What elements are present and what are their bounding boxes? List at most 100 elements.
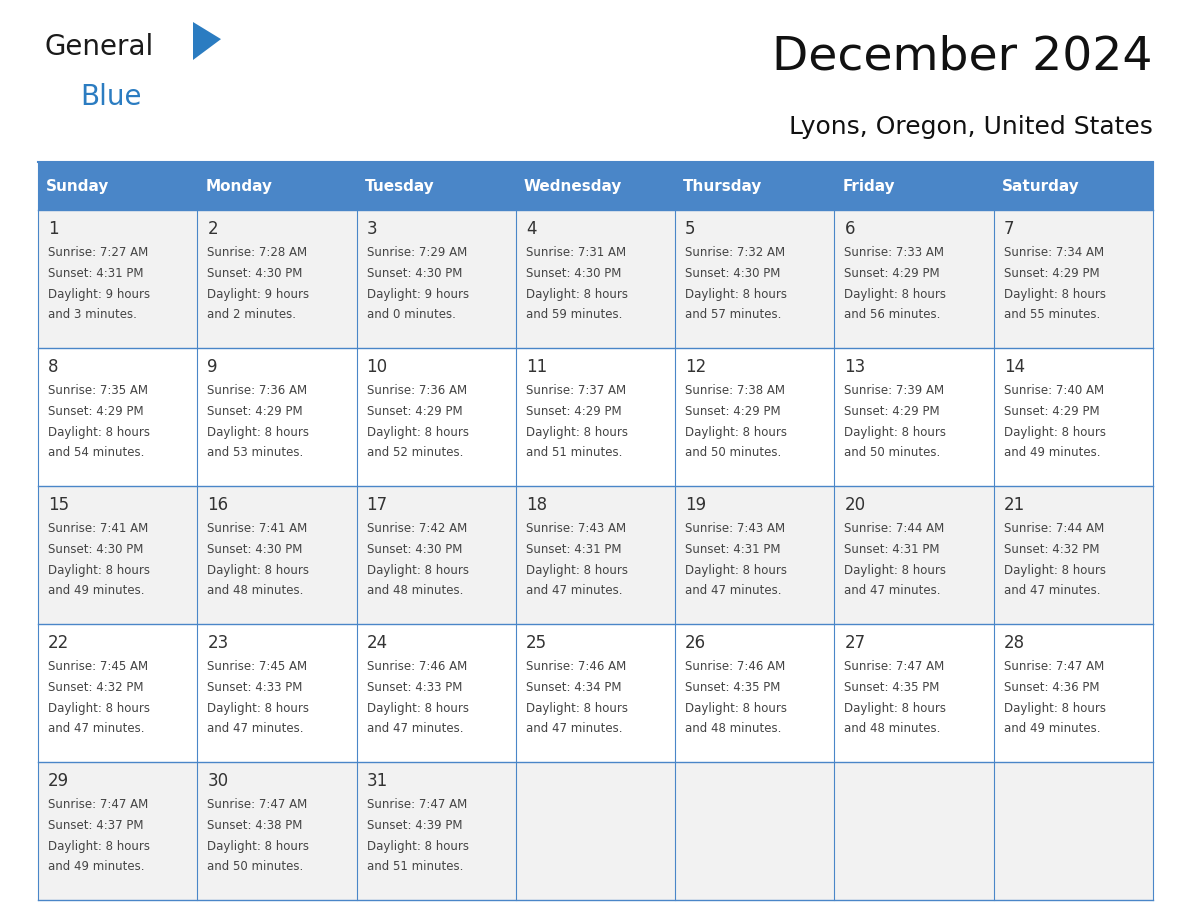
Text: and 47 minutes.: and 47 minutes. <box>367 722 463 735</box>
Text: Sunset: 4:30 PM: Sunset: 4:30 PM <box>48 543 144 556</box>
Text: Sunrise: 7:37 AM: Sunrise: 7:37 AM <box>526 384 626 397</box>
Text: Sunset: 4:32 PM: Sunset: 4:32 PM <box>1004 543 1099 556</box>
Text: 4: 4 <box>526 220 536 238</box>
Text: Sunrise: 7:47 AM: Sunrise: 7:47 AM <box>48 798 148 811</box>
Text: Daylight: 8 hours: Daylight: 8 hours <box>367 564 468 577</box>
Text: Daylight: 8 hours: Daylight: 8 hours <box>207 426 309 439</box>
Text: and 54 minutes.: and 54 minutes. <box>48 446 145 459</box>
Text: 11: 11 <box>526 358 548 376</box>
Text: Sunset: 4:30 PM: Sunset: 4:30 PM <box>367 267 462 280</box>
Text: Saturday: Saturday <box>1001 178 1080 194</box>
Text: 2: 2 <box>207 220 217 238</box>
Bar <box>38 348 1154 486</box>
Text: and 47 minutes.: and 47 minutes. <box>685 584 782 597</box>
Text: Sunset: 4:33 PM: Sunset: 4:33 PM <box>367 681 462 694</box>
Text: Thursday: Thursday <box>683 178 763 194</box>
Text: Sunset: 4:36 PM: Sunset: 4:36 PM <box>1004 681 1099 694</box>
Text: Sunrise: 7:31 AM: Sunrise: 7:31 AM <box>526 246 626 259</box>
Bar <box>993 162 1154 210</box>
Text: and 49 minutes.: and 49 minutes. <box>1004 722 1100 735</box>
Text: Sunrise: 7:47 AM: Sunrise: 7:47 AM <box>367 798 467 811</box>
Text: Sunset: 4:29 PM: Sunset: 4:29 PM <box>367 405 462 418</box>
Text: Sunrise: 7:45 AM: Sunrise: 7:45 AM <box>48 660 148 673</box>
Text: 1: 1 <box>48 220 58 238</box>
Text: Sunrise: 7:33 AM: Sunrise: 7:33 AM <box>845 246 944 259</box>
Text: Sunset: 4:29 PM: Sunset: 4:29 PM <box>1004 405 1099 418</box>
Text: and 55 minutes.: and 55 minutes. <box>1004 308 1100 321</box>
Bar <box>38 762 1154 900</box>
Text: 19: 19 <box>685 496 707 514</box>
Text: Sunset: 4:38 PM: Sunset: 4:38 PM <box>207 819 303 832</box>
Text: 10: 10 <box>367 358 387 376</box>
Text: Sunset: 4:30 PM: Sunset: 4:30 PM <box>685 267 781 280</box>
Text: Sunset: 4:34 PM: Sunset: 4:34 PM <box>526 681 621 694</box>
Text: Daylight: 9 hours: Daylight: 9 hours <box>367 288 469 301</box>
Text: Daylight: 8 hours: Daylight: 8 hours <box>526 288 627 301</box>
Text: and 47 minutes.: and 47 minutes. <box>526 584 623 597</box>
Text: Sunday: Sunday <box>46 178 109 194</box>
Text: and 50 minutes.: and 50 minutes. <box>685 446 782 459</box>
Text: 27: 27 <box>845 634 866 652</box>
Text: Lyons, Oregon, United States: Lyons, Oregon, United States <box>789 115 1154 139</box>
Text: Sunrise: 7:32 AM: Sunrise: 7:32 AM <box>685 246 785 259</box>
Text: Sunrise: 7:38 AM: Sunrise: 7:38 AM <box>685 384 785 397</box>
Text: Sunrise: 7:36 AM: Sunrise: 7:36 AM <box>367 384 467 397</box>
Text: Sunset: 4:39 PM: Sunset: 4:39 PM <box>367 819 462 832</box>
Text: Daylight: 8 hours: Daylight: 8 hours <box>685 564 788 577</box>
Text: and 50 minutes.: and 50 minutes. <box>207 860 304 873</box>
Text: Sunrise: 7:47 AM: Sunrise: 7:47 AM <box>207 798 308 811</box>
Text: Sunset: 4:31 PM: Sunset: 4:31 PM <box>48 267 144 280</box>
Text: 20: 20 <box>845 496 866 514</box>
Bar <box>38 486 1154 624</box>
Text: Daylight: 8 hours: Daylight: 8 hours <box>845 426 947 439</box>
Text: and 52 minutes.: and 52 minutes. <box>367 446 463 459</box>
Bar <box>834 162 993 210</box>
Text: Daylight: 8 hours: Daylight: 8 hours <box>526 564 627 577</box>
Text: and 47 minutes.: and 47 minutes. <box>526 722 623 735</box>
Text: Sunset: 4:29 PM: Sunset: 4:29 PM <box>1004 267 1099 280</box>
Text: 28: 28 <box>1004 634 1025 652</box>
Bar <box>356 162 516 210</box>
Text: Sunset: 4:31 PM: Sunset: 4:31 PM <box>685 543 781 556</box>
Text: Daylight: 8 hours: Daylight: 8 hours <box>526 426 627 439</box>
Text: Sunrise: 7:41 AM: Sunrise: 7:41 AM <box>207 522 308 535</box>
Text: and 56 minutes.: and 56 minutes. <box>845 308 941 321</box>
Text: 31: 31 <box>367 772 387 790</box>
Text: Tuesday: Tuesday <box>365 178 435 194</box>
Text: Sunrise: 7:36 AM: Sunrise: 7:36 AM <box>207 384 308 397</box>
Text: 25: 25 <box>526 634 546 652</box>
Text: Daylight: 9 hours: Daylight: 9 hours <box>48 288 150 301</box>
Text: Sunrise: 7:43 AM: Sunrise: 7:43 AM <box>526 522 626 535</box>
Text: and 48 minutes.: and 48 minutes. <box>207 584 304 597</box>
Text: Sunrise: 7:47 AM: Sunrise: 7:47 AM <box>845 660 944 673</box>
Text: Daylight: 8 hours: Daylight: 8 hours <box>207 840 309 853</box>
Text: Friday: Friday <box>842 178 895 194</box>
Text: Daylight: 9 hours: Daylight: 9 hours <box>207 288 309 301</box>
Bar <box>516 162 675 210</box>
Text: 12: 12 <box>685 358 707 376</box>
Text: Sunset: 4:32 PM: Sunset: 4:32 PM <box>48 681 144 694</box>
Text: Sunset: 4:30 PM: Sunset: 4:30 PM <box>367 543 462 556</box>
Text: December 2024: December 2024 <box>772 35 1154 80</box>
Text: 23: 23 <box>207 634 228 652</box>
Bar <box>675 162 834 210</box>
Text: Wednesday: Wednesday <box>524 178 623 194</box>
Text: and 3 minutes.: and 3 minutes. <box>48 308 137 321</box>
Text: Monday: Monday <box>206 178 272 194</box>
Text: Sunrise: 7:44 AM: Sunrise: 7:44 AM <box>1004 522 1104 535</box>
Text: Sunset: 4:29 PM: Sunset: 4:29 PM <box>207 405 303 418</box>
Text: Sunrise: 7:46 AM: Sunrise: 7:46 AM <box>367 660 467 673</box>
Text: and 49 minutes.: and 49 minutes. <box>48 584 145 597</box>
Text: Sunset: 4:35 PM: Sunset: 4:35 PM <box>685 681 781 694</box>
Text: Sunset: 4:30 PM: Sunset: 4:30 PM <box>207 543 303 556</box>
Text: and 48 minutes.: and 48 minutes. <box>685 722 782 735</box>
Text: Sunrise: 7:28 AM: Sunrise: 7:28 AM <box>207 246 308 259</box>
Text: Sunset: 4:31 PM: Sunset: 4:31 PM <box>526 543 621 556</box>
Text: Sunrise: 7:43 AM: Sunrise: 7:43 AM <box>685 522 785 535</box>
Text: Sunset: 4:33 PM: Sunset: 4:33 PM <box>207 681 303 694</box>
Text: 16: 16 <box>207 496 228 514</box>
Text: Sunset: 4:31 PM: Sunset: 4:31 PM <box>845 543 940 556</box>
Text: General: General <box>45 33 154 61</box>
Text: Sunset: 4:37 PM: Sunset: 4:37 PM <box>48 819 144 832</box>
Text: 13: 13 <box>845 358 866 376</box>
